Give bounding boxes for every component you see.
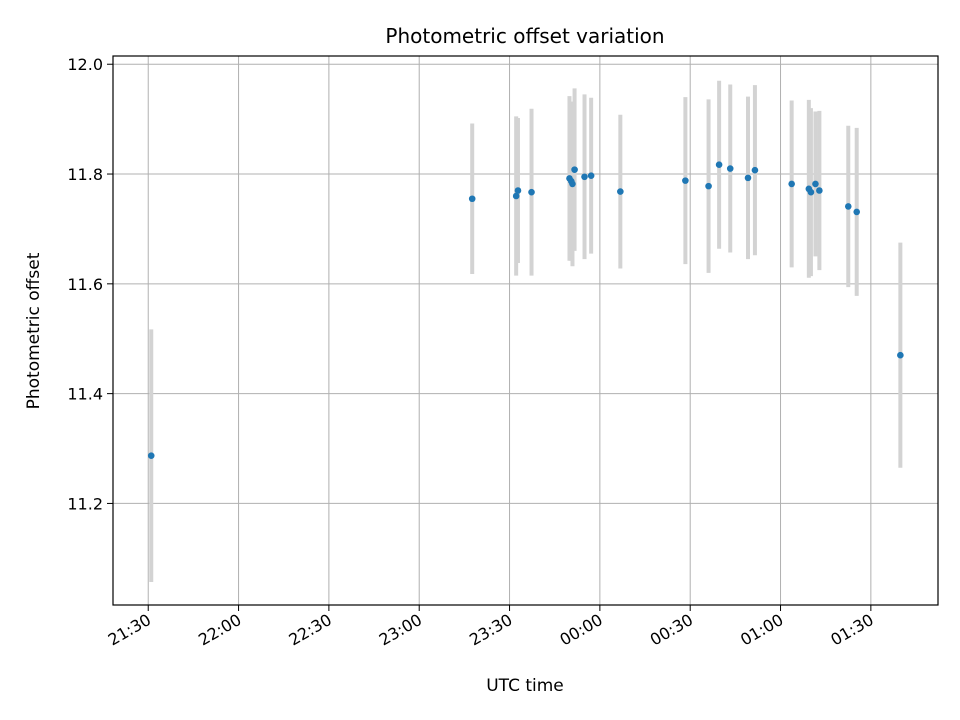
data-point — [844, 203, 852, 210]
y-tick-label: 11.4 — [67, 385, 103, 404]
data-point — [581, 173, 588, 181]
data-points — [147, 161, 904, 459]
x-axis-label: UTC time — [486, 676, 564, 696]
y-axis-label: Photometric offset — [24, 252, 44, 409]
data-point — [571, 166, 578, 173]
y-axis: 11.2 11.4 11.6 11.8 12.0 — [67, 55, 113, 513]
data-point — [744, 174, 752, 182]
data-point — [682, 177, 689, 184]
data-point — [147, 452, 155, 459]
plot-frame — [112, 55, 939, 606]
y-tick-label: 11.8 — [67, 165, 103, 184]
y-tick-label: 11.2 — [67, 494, 103, 513]
data-point — [705, 182, 712, 190]
chart-title: Photometric offset variation — [385, 24, 664, 48]
data-point — [617, 188, 624, 195]
data-point — [726, 165, 734, 172]
grid — [113, 56, 938, 605]
data-point — [528, 188, 535, 196]
data-point — [514, 187, 522, 194]
data-point — [853, 208, 861, 216]
data-point — [569, 180, 576, 188]
data-point — [807, 188, 815, 196]
data-point — [897, 351, 904, 359]
data-point — [512, 192, 520, 200]
y-tick-label: 12.0 — [67, 55, 103, 74]
data-point — [812, 180, 819, 188]
data-point — [816, 187, 823, 194]
data-point — [715, 161, 723, 169]
data-point — [788, 180, 795, 188]
data-point — [587, 172, 595, 179]
data-point — [751, 166, 759, 174]
y-tick-label: 11.6 — [67, 275, 103, 294]
data-point — [468, 195, 476, 203]
